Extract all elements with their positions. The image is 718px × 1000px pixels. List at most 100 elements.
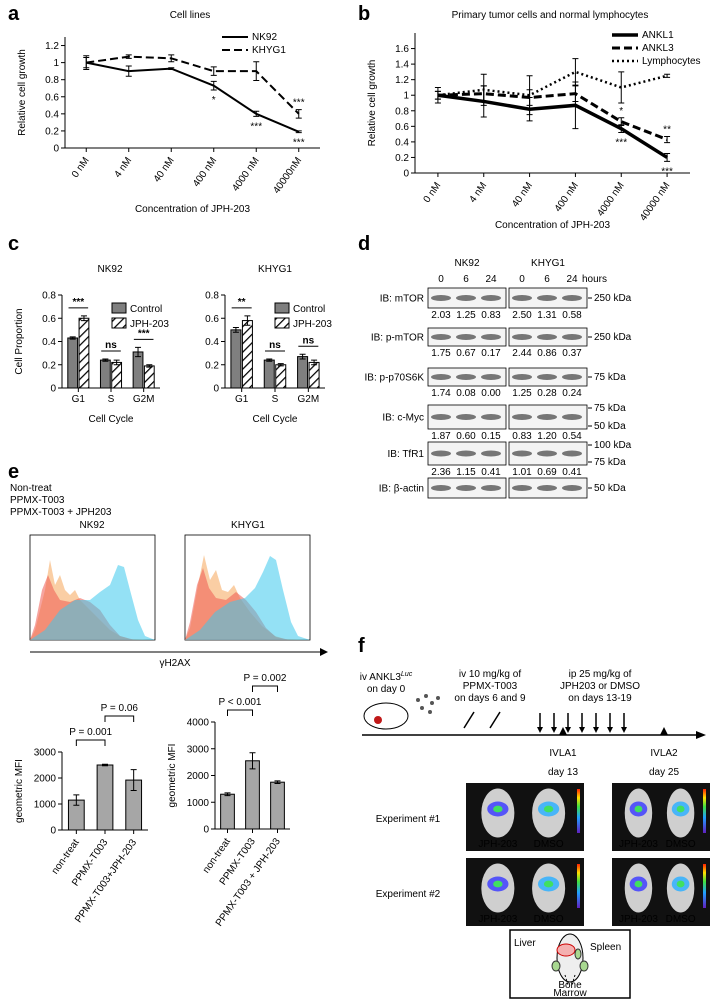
blot-band <box>481 374 501 380</box>
bar <box>263 359 275 389</box>
error-bar <box>135 346 142 358</box>
x-tick-label: 0 nM <box>422 180 444 205</box>
blot-band <box>456 295 476 301</box>
y-tick-label: 0.6 <box>42 314 56 325</box>
quantification: 0.67 <box>456 348 476 359</box>
quantification: 1.25 <box>512 388 532 399</box>
histogram <box>30 565 155 640</box>
x-tick-label: G2M <box>297 394 319 405</box>
flow-legend: PPMX-T003 + JPH203 <box>10 507 112 518</box>
p-value: P = 0.002 <box>244 673 287 684</box>
error-bar <box>299 353 306 360</box>
quantification: 1.74 <box>431 388 451 399</box>
size-marker: 100 kDa <box>594 440 632 451</box>
spleen <box>574 948 582 960</box>
legend-swatch <box>274 317 290 329</box>
blot-band <box>456 374 476 380</box>
comparison-bracket <box>227 709 253 716</box>
blot-row-label: IB: mTOR <box>380 294 424 305</box>
schema-text: JPH203 or DMSO <box>560 681 640 692</box>
blot-band <box>431 295 451 301</box>
bar <box>132 351 144 389</box>
error-bar <box>130 769 137 791</box>
bar <box>241 320 253 389</box>
x-tick-label: G2M <box>133 394 155 405</box>
blot-band <box>431 450 451 457</box>
dose-arrowheads <box>537 727 627 733</box>
x-axis-label: Concentration of JPH-203 <box>135 204 251 215</box>
blot-band <box>537 334 557 340</box>
size-marker: 75 kDa <box>594 403 626 414</box>
error-bar <box>295 109 302 119</box>
x-tick-label: 4 nM <box>112 155 134 180</box>
quantification: 1.01 <box>512 467 532 478</box>
legend-label: Lymphocytes <box>642 56 701 67</box>
error-bar <box>664 135 671 144</box>
significance: *** <box>293 98 305 109</box>
x-tick-label: 0 nM <box>70 155 92 180</box>
timepoint: 6 <box>463 274 469 285</box>
bar <box>99 359 111 389</box>
blot-row-label: IB: β-actin <box>379 484 424 495</box>
significance: ns <box>269 340 281 351</box>
panel-letter: b <box>358 3 370 25</box>
blot-band <box>537 485 557 491</box>
chart-title: Primary tumor cells and normal lymphocyt… <box>452 10 649 21</box>
syringe-icons <box>463 711 501 729</box>
quantification: 0.24 <box>562 388 582 399</box>
error-bar <box>113 359 120 366</box>
panel-letter: e <box>8 461 19 483</box>
group-label: JPH-203 <box>619 914 658 925</box>
comparison-bracket <box>104 715 135 722</box>
size-marker: 75 kDa <box>594 372 626 383</box>
error-bar <box>102 358 109 362</box>
blot-band <box>512 295 532 301</box>
anatomy-label: Bone <box>558 980 582 991</box>
error-bar <box>618 71 625 104</box>
significance: * <box>212 95 216 106</box>
y-tick-label: 0.6 <box>395 122 409 133</box>
y-axis-label: geometric MFI <box>14 759 25 823</box>
size-marker: 250 kDa <box>594 293 632 304</box>
y-tick-label: 4000 <box>187 718 210 729</box>
flow-title: KHYG1 <box>231 520 265 531</box>
signal <box>676 880 685 888</box>
quantification: 1.87 <box>431 431 451 442</box>
p-value: P = 0.001 <box>69 727 112 738</box>
tumor-icon <box>374 716 382 724</box>
blot-row-label: IB: p-p70S6K <box>365 373 425 384</box>
blot-band <box>537 450 557 457</box>
quantification: 0.69 <box>537 467 557 478</box>
schema-text: PPMX-T003 <box>463 681 518 692</box>
y-tick-label: 0.2 <box>395 153 409 164</box>
blot-band <box>456 485 476 491</box>
significance: *** <box>138 328 150 339</box>
size-marker: 75 kDa <box>594 457 626 468</box>
timepoint: 0 <box>519 274 525 285</box>
y-tick-label: 1.2 <box>45 41 59 52</box>
y-tick-label: 1.6 <box>395 44 409 55</box>
blot-band <box>481 485 501 491</box>
quantification: 0.00 <box>481 388 501 399</box>
chart-title: KHYG1 <box>258 264 292 275</box>
signal <box>634 805 643 813</box>
blot-band <box>512 374 532 380</box>
group-label: DMSO <box>534 914 564 925</box>
significance: *** <box>661 166 673 177</box>
blot-band <box>512 450 532 457</box>
panel-letter: f <box>358 635 365 657</box>
significance: * <box>619 106 623 117</box>
x-tick-label: 40000nM <box>271 155 304 195</box>
group-label: JPH-203 <box>619 839 658 850</box>
error-bar <box>125 54 132 59</box>
schema-text: iv ANKL3 <box>360 672 402 683</box>
quantification: 2.44 <box>512 348 532 359</box>
y-tick-label: 0 <box>50 826 56 837</box>
bar <box>245 760 260 830</box>
error-bar <box>168 67 175 70</box>
group-label: JPH-203 <box>478 839 517 850</box>
error-bar <box>434 90 441 100</box>
quantification: 0.37 <box>562 348 582 359</box>
